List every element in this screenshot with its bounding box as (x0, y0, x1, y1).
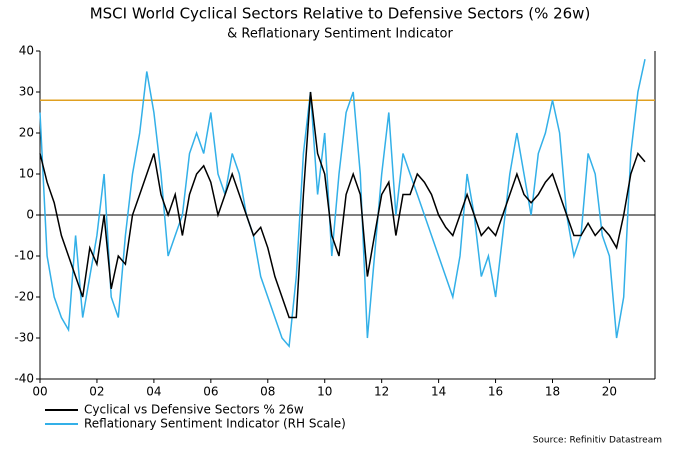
x-tick-label: 16 (488, 385, 503, 399)
y-tick-label: 30 (19, 85, 34, 99)
chart-subtitle: & Reflationary Sentiment Indicator (227, 27, 453, 42)
chart-title: MSCI World Cyclical Sectors Relative to … (90, 5, 591, 23)
series-line (39, 59, 646, 349)
y-tick-label: 10 (19, 167, 34, 181)
legend-label: Cyclical vs Defensive Sectors % 26w (84, 403, 304, 417)
y-tick-label: 40 (19, 44, 34, 58)
y-tick-label: 20 (19, 126, 34, 140)
x-tick-label: 20 (602, 385, 617, 399)
legend-label: Reflationary Sentiment Indicator (RH Sca… (84, 417, 346, 431)
y-tick-label: -20 (14, 290, 34, 304)
series-line (39, 91, 646, 319)
y-tick-label: 0 (26, 208, 34, 222)
x-tick-label: 04 (146, 385, 161, 399)
x-tick-label: 08 (260, 385, 275, 399)
x-tick-label: 02 (89, 385, 104, 399)
x-tick-label: 14 (431, 385, 446, 399)
x-tick-label: 10 (317, 385, 332, 399)
y-tick-label: -40 (14, 372, 34, 386)
x-tick-label: 18 (545, 385, 560, 399)
y-tick-label: -30 (14, 331, 34, 345)
y-tick-label: -10 (14, 249, 34, 263)
source: Source: Refinitiv Datastream (533, 436, 662, 446)
x-tick-label: 00 (32, 385, 47, 399)
x-tick-label: 06 (203, 385, 218, 399)
x-tick-label: 12 (374, 385, 389, 399)
